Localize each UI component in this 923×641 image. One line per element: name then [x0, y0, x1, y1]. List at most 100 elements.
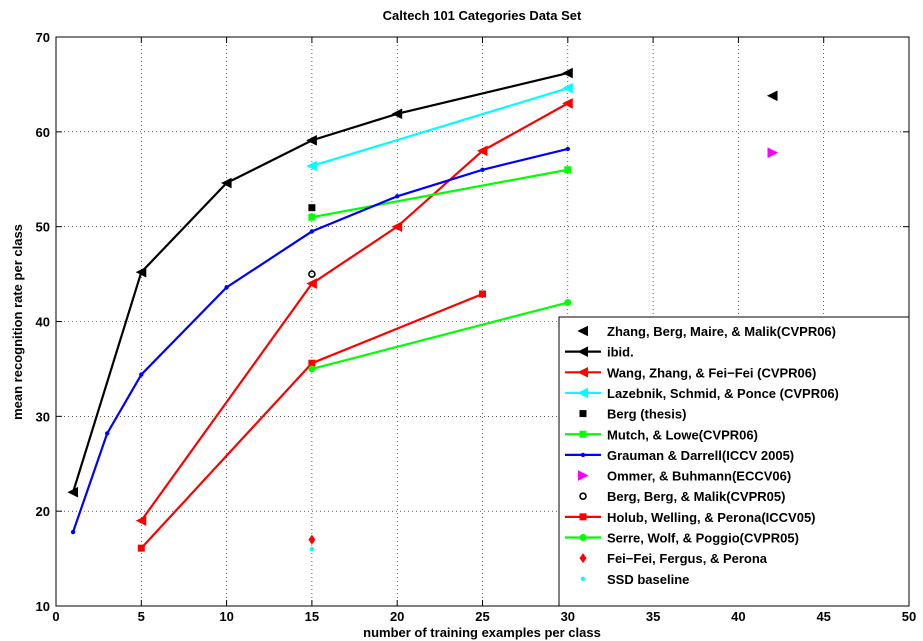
- data-point: [479, 290, 486, 298]
- data-point: [135, 515, 147, 526]
- legend-box: [558, 316, 910, 607]
- series-line: [72, 147, 569, 533]
- data-point: [564, 299, 572, 307]
- legend-entry: Berg, Berg, & Malik(CVPR05): [579, 489, 785, 504]
- legend-marker: [578, 470, 589, 481]
- data-point: [767, 147, 779, 159]
- legend-label: Ommer, & Buhmann(ECCV06): [607, 469, 791, 484]
- data-point: [224, 285, 229, 290]
- legend-marker: [579, 553, 587, 564]
- legend-entry: Grauman & Darrell(ICCV 2005): [565, 448, 794, 463]
- legend-label: SSD baseline: [607, 572, 689, 587]
- data-point: [220, 177, 232, 189]
- data-point: [562, 98, 573, 109]
- series-10: [308, 299, 572, 373]
- legend-label: Berg (thesis): [607, 407, 686, 422]
- data-point: [308, 213, 316, 221]
- legend-entry: Serre, Wolf, & Poggio(CVPR05): [565, 531, 799, 546]
- legend-label: Grauman & Darrell(ICCV 2005): [607, 448, 794, 463]
- legend-marker: [579, 430, 587, 438]
- y-axis-label: mean recognition rate per class: [10, 224, 25, 420]
- data-point: [476, 145, 488, 157]
- y-tick-label: 40: [36, 315, 50, 330]
- data-point: [308, 359, 316, 367]
- legend-marker: [579, 534, 587, 541]
- data-point: [480, 167, 485, 172]
- x-axis-label: number of training examples per class: [363, 625, 601, 640]
- series-line: [72, 71, 569, 493]
- legend-marker: [580, 576, 586, 581]
- data-point: [562, 67, 573, 79]
- legend-entry: ibid.: [565, 345, 634, 360]
- legend-label: Zhang, Berg, Maire, & Malik(CVPR06): [607, 324, 836, 339]
- legend-entry: Mutch, & Lowe(CVPR06): [565, 427, 758, 442]
- legend-entry: Berg (thesis): [579, 407, 686, 422]
- series-5: [308, 166, 572, 221]
- x-tick-label: 40: [731, 609, 745, 624]
- legend-marker: [579, 410, 587, 418]
- data-point: [308, 270, 316, 278]
- legend-label: Serre, Wolf, & Poggio(CVPR05): [607, 531, 799, 546]
- data-point: [70, 529, 76, 535]
- data-point: [395, 194, 400, 199]
- legend-label: Lazebnik, Schmid, & Ponce (CVPR06): [607, 386, 839, 401]
- legend-label: Mutch, & Lowe(CVPR06): [607, 427, 758, 442]
- series-1: [67, 67, 573, 498]
- data-point: [306, 278, 317, 289]
- series-3: [306, 82, 573, 172]
- data-point: [306, 160, 317, 172]
- legend-entry: SSD baseline: [580, 572, 689, 587]
- series-line: [311, 168, 569, 219]
- legend-entry: Wang, Zhang, & Fei−Fei (CVPR06): [565, 365, 816, 380]
- data-point: [391, 108, 403, 120]
- series-8: [308, 270, 316, 278]
- data-point: [309, 546, 315, 552]
- series-group: [67, 67, 779, 552]
- chart-title: Caltech 101 Categories Data Set: [383, 8, 582, 23]
- legend: Zhang, Berg, Maire, & Malik(CVPR06) ibid.…: [558, 316, 910, 607]
- data-point: [564, 166, 572, 174]
- data-point: [104, 431, 110, 436]
- y-tick-label: 20: [36, 504, 50, 519]
- legend-marker: [577, 346, 588, 357]
- data-point: [309, 229, 315, 234]
- series-12: [309, 546, 315, 552]
- series-11: [308, 534, 316, 545]
- y-tick-label: 70: [36, 30, 50, 45]
- legend-marker: [577, 325, 588, 337]
- series-line: [140, 102, 569, 522]
- data-point: [139, 372, 144, 377]
- axis-ticks: 0 5 10 15 20 25 30 35 40 45 50 10 20 30 40 50 60 70: [36, 30, 917, 624]
- legend-label: Holub, Welling, & Perona(ICCV05): [607, 510, 816, 525]
- series-7: [767, 147, 779, 159]
- data-point: [137, 544, 145, 552]
- series-9: [137, 290, 486, 552]
- data-point: [306, 135, 317, 146]
- legend-entry: Lazebnik, Schmid, & Ponce (CVPR06): [565, 386, 839, 401]
- series-6: [70, 146, 570, 535]
- legend-label: Wang, Zhang, & Fei−Fei (CVPR06): [607, 365, 816, 380]
- data-point: [562, 82, 573, 94]
- x-tick-label: 45: [816, 609, 830, 624]
- legend-marker: [580, 452, 586, 458]
- x-tick-label: 10: [219, 609, 233, 624]
- data-point: [67, 486, 79, 498]
- data-point: [308, 204, 316, 212]
- data-point: [308, 534, 316, 545]
- legend-marker: [577, 387, 588, 399]
- series-0: [766, 90, 778, 102]
- legend-entry: Fei−Fei, Fergus, & Perona: [579, 551, 768, 566]
- x-tick-label: 5: [138, 609, 145, 624]
- series-2: [135, 98, 573, 526]
- x-tick-label: 25: [475, 609, 489, 624]
- series-4: [308, 204, 316, 212]
- x-tick-label: 50: [902, 609, 916, 624]
- y-tick-label: 50: [36, 220, 50, 235]
- x-tick-label: 20: [390, 609, 404, 624]
- legend-entry: Ommer, & Buhmann(ECCV06): [578, 469, 791, 484]
- series-line: [311, 87, 569, 168]
- x-tick-label: 15: [305, 609, 319, 624]
- legend-label: ibid.: [607, 345, 634, 360]
- data-point: [308, 365, 316, 373]
